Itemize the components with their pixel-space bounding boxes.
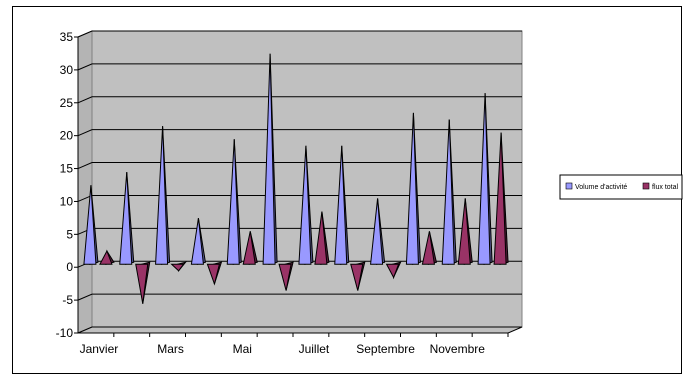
x-axis-depth-line (507, 326, 523, 334)
y-tick-label: 10 (60, 194, 74, 208)
bar (314, 211, 330, 265)
bar (206, 261, 223, 286)
bar (278, 261, 294, 291)
x-tick-label: Septembre (356, 342, 415, 356)
bar-front-face (278, 263, 292, 291)
y-tick-label: 5 (66, 227, 73, 241)
bar (119, 172, 135, 265)
gridline (77, 326, 522, 334)
bar-front-face (190, 218, 204, 265)
bars (83, 53, 509, 304)
bar (441, 119, 457, 265)
bar (155, 126, 171, 265)
bar-front-face (385, 263, 400, 279)
gridline (77, 96, 522, 104)
bar-front-face (262, 53, 276, 265)
gridline (77, 30, 522, 38)
bar (226, 139, 242, 265)
bar (170, 261, 187, 272)
bar (262, 53, 278, 265)
legend-label-volume: Volume d'activité (575, 184, 627, 191)
gridline (77, 129, 522, 137)
bar-front-face (477, 93, 491, 265)
y-tick-label: -5 (62, 293, 73, 307)
bar-front-face (298, 145, 312, 265)
bar-front-face (170, 263, 185, 272)
bar-front-face (226, 139, 240, 265)
bar (298, 145, 314, 265)
legend-label-flux: flux total (652, 184, 679, 191)
bar (190, 218, 206, 265)
bar-front-face (334, 145, 348, 265)
gridline (77, 63, 522, 71)
x-tick-label: Juillet (299, 342, 330, 356)
y-tick-label: -10 (56, 326, 74, 340)
y-axis-tick-labels: -10 -5 0 5 10 15 20 25 30 35 (56, 30, 74, 340)
bar-front-face (457, 198, 471, 265)
x-tick-label: Janvier (80, 342, 119, 356)
axes (74, 36, 523, 337)
y-tick-label: 35 (60, 30, 74, 44)
legend-swatch-flux (642, 182, 650, 190)
bar-front-face (155, 126, 169, 265)
bar-front-face (314, 211, 328, 265)
bar-front-face (119, 172, 133, 265)
bar-front-face (135, 263, 149, 304)
legend-box (559, 174, 683, 200)
bar-front-face (441, 119, 455, 265)
bar-front-face (83, 185, 97, 265)
gridline (77, 162, 522, 170)
x-tick-label: Novembre (430, 342, 486, 356)
x-tick-label: Mars (157, 342, 184, 356)
side-wall (77, 30, 93, 334)
y-tick-label: 25 (60, 96, 74, 110)
bar (350, 261, 366, 291)
y-tick-label: 20 (60, 129, 74, 143)
bar-front-face (493, 132, 507, 265)
y-tick-label: 15 (60, 162, 74, 176)
x-axis-tick-labels: Janvier Mars Mai Juillet Septembre Novembre (80, 342, 486, 356)
legend-swatch-volume (565, 182, 573, 190)
bar-front-face (206, 263, 221, 286)
bar (370, 198, 386, 265)
bar-front-face (405, 112, 419, 265)
bar-front-face (421, 231, 435, 265)
bar (135, 261, 151, 304)
bar (405, 112, 421, 265)
bar (493, 132, 509, 265)
bar-front-face (242, 231, 256, 265)
bar-front-face (370, 198, 384, 265)
y-tick-label: 30 (60, 63, 74, 77)
bar-front-face (350, 263, 364, 291)
x-tick-label: Mai (233, 342, 252, 356)
bar-front-face (99, 249, 113, 265)
bar (99, 249, 115, 265)
bar (334, 145, 350, 265)
bar (457, 198, 473, 265)
gridline (77, 293, 522, 301)
legend: Volume d'activité flux total (559, 174, 683, 200)
bar (83, 185, 99, 265)
bar (421, 231, 438, 265)
bar (477, 93, 493, 265)
bar (385, 261, 402, 280)
y-tick-label: 0 (66, 260, 73, 274)
bar (242, 231, 258, 265)
